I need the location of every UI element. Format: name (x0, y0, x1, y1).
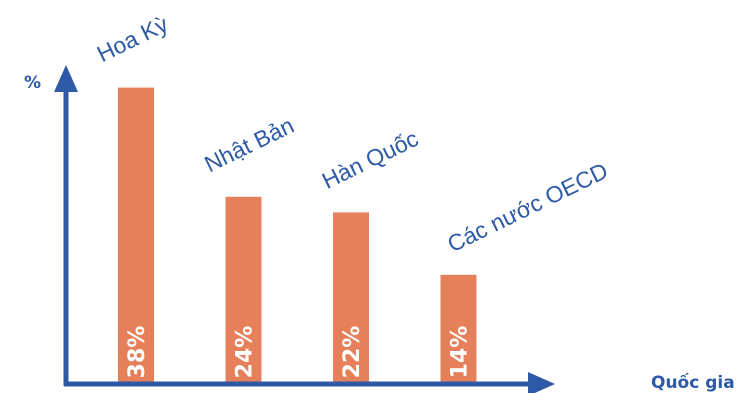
x-axis-arrow (528, 372, 555, 393)
category-label-nhat-ban: Nhật Bản (200, 112, 298, 177)
category-label-hoa-ky: Hoa Kỳ (93, 10, 173, 67)
x-axis-title: Quốc gia (651, 372, 735, 393)
y-axis-arrow (54, 65, 78, 92)
value-label-nhat-ban: 24% (233, 326, 258, 379)
category-label-han-quoc: Hàn Quốc (318, 125, 422, 194)
value-label-cac-nuoc-oecd: 14% (448, 326, 473, 379)
category-label-cac-nuoc-oecd: Các nước OECD (443, 157, 612, 257)
value-label-han-quoc: 22% (340, 326, 365, 379)
bar-nhat-ban (225, 196, 262, 384)
bar-hoa-ky (118, 87, 154, 384)
y-axis-title: % (24, 73, 41, 93)
value-label-hoa-ky: 38% (125, 326, 150, 379)
bars-layer (118, 87, 477, 384)
bar-han-quoc (333, 212, 369, 384)
bar-cac-nuoc-oecd (440, 274, 477, 384)
axes-layer: % Quốc gia (24, 65, 735, 393)
